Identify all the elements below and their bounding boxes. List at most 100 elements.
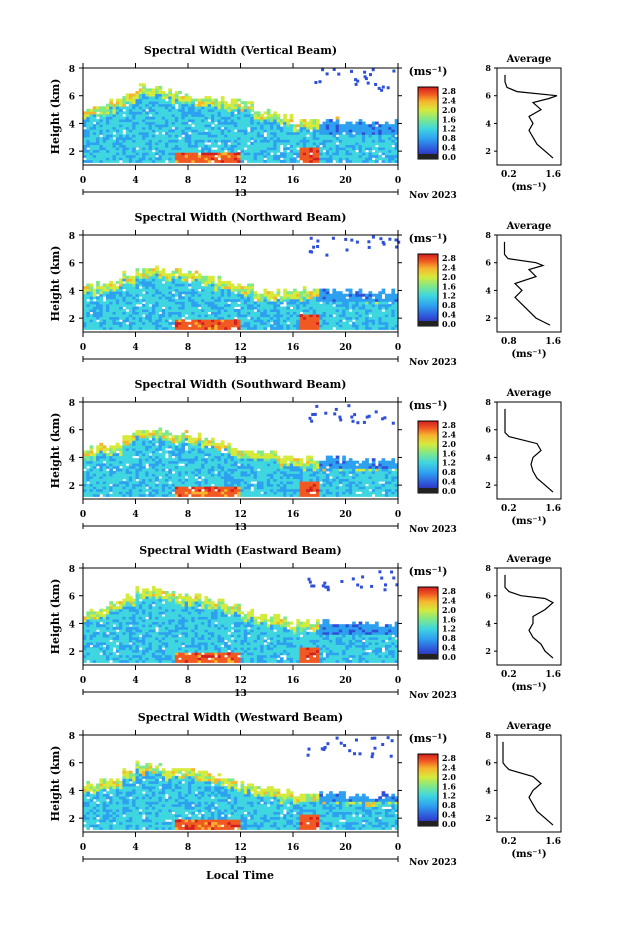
heatmap-cell xyxy=(243,455,248,459)
heatmap-cell xyxy=(243,463,248,467)
heatmap-cell xyxy=(204,144,209,148)
heatmap-cell xyxy=(289,324,294,328)
heatmap-cell xyxy=(289,311,294,315)
heatmap-cell xyxy=(165,440,169,444)
heatmap-cell xyxy=(181,131,186,135)
heatmap-cell xyxy=(171,144,176,148)
heatmap-cell xyxy=(115,445,120,449)
heatmap-cell xyxy=(279,321,284,325)
heatmap-cell xyxy=(171,93,176,97)
heatmap-cell xyxy=(106,481,110,485)
heatmap-cell xyxy=(174,476,179,479)
heatmap-cell xyxy=(161,119,166,123)
heatmap-cell xyxy=(122,159,127,163)
heatmap-cell xyxy=(92,488,97,492)
heatmap-cell xyxy=(165,101,169,105)
heatmap-cell xyxy=(92,309,97,312)
heatmap-cell xyxy=(299,119,304,123)
heatmap-cell xyxy=(329,149,333,153)
heatmap-cell xyxy=(227,129,232,133)
heatmap-cell xyxy=(342,311,346,315)
heatmap-cell xyxy=(191,131,195,135)
heatmap-cell xyxy=(171,303,176,307)
heatmap-cell xyxy=(89,121,94,125)
heatmap-cell xyxy=(89,324,94,328)
heatmap-cell xyxy=(148,131,153,135)
heatmap-cell xyxy=(135,321,140,325)
heatmap-cell xyxy=(158,113,163,117)
heatmap-cell xyxy=(168,468,172,472)
heatmap-cell xyxy=(325,139,330,143)
heatmap-cell xyxy=(178,268,182,272)
heatmap-cell xyxy=(191,108,195,112)
heatmap-cell xyxy=(253,321,258,325)
heatmap-cell xyxy=(151,93,156,97)
heatmap-cell xyxy=(138,91,143,94)
heatmap-cell xyxy=(135,98,140,102)
heatmap-cell xyxy=(329,298,333,302)
heatmap-cell xyxy=(237,321,241,325)
heatmap-cell xyxy=(296,144,300,148)
heatmap-cell xyxy=(312,147,317,151)
heatmap-cell xyxy=(348,121,353,125)
heatmap-cell xyxy=(148,458,153,462)
heatmap-cell xyxy=(348,149,353,153)
heatmap-cell xyxy=(325,149,330,153)
heatmap-cell xyxy=(197,453,202,457)
heatmap-cell xyxy=(227,288,232,292)
heatmap-cell xyxy=(96,309,100,312)
heatmap-cell xyxy=(142,324,146,328)
heatmap-cell xyxy=(155,465,159,469)
panel-title: Spectral Width (Southward Beam) xyxy=(134,378,346,391)
heatmap-cell xyxy=(122,106,127,110)
heatmap-cell xyxy=(273,159,277,163)
heatmap-cell xyxy=(355,124,359,128)
heatmap-cell xyxy=(358,306,363,310)
heatmap-cell xyxy=(211,283,215,287)
heatmap-cell xyxy=(102,481,107,485)
heatmap-cell xyxy=(181,326,186,330)
heatmap-cell xyxy=(148,435,153,439)
heatmap-cell xyxy=(191,476,195,479)
heatmap-cell xyxy=(384,144,389,148)
heatmap-cell xyxy=(256,113,261,117)
heatmap-cell xyxy=(165,291,169,295)
heatmap-cell xyxy=(138,288,143,292)
heatmap-cell xyxy=(112,119,117,123)
heatmap-cell xyxy=(197,301,202,305)
heatmap-cell xyxy=(165,142,169,145)
heatmap-cell xyxy=(112,142,117,145)
heatmap-cell xyxy=(335,144,340,148)
heatmap-cell xyxy=(250,465,254,469)
heatmap-cell xyxy=(214,293,218,297)
heatmap-cell xyxy=(174,493,179,497)
heatmap-cell xyxy=(368,311,373,315)
heatmap-cell xyxy=(151,455,156,459)
heatmap-cell xyxy=(168,445,172,449)
heatmap-cell xyxy=(155,106,159,110)
heatmap-cell xyxy=(283,119,287,123)
heatmap-cell xyxy=(299,303,304,307)
heatmap-cell xyxy=(174,149,179,153)
heatmap-cell xyxy=(161,116,166,120)
heatmap-cell xyxy=(217,288,222,292)
heatmap-cell xyxy=(322,157,327,161)
heatmap-cell xyxy=(384,159,389,163)
heatmap-cell xyxy=(142,319,146,323)
heatmap-cell xyxy=(279,306,284,310)
heatmap-cell xyxy=(135,119,140,123)
heatmap-cell xyxy=(266,455,271,459)
heatmap-cell xyxy=(174,111,179,115)
heatmap-cell xyxy=(273,116,277,120)
heatmap-cell xyxy=(325,321,330,325)
heatmap-cell xyxy=(224,488,228,492)
heatmap-cell xyxy=(227,293,232,297)
heatmap-cell xyxy=(155,303,159,307)
heatmap-cell xyxy=(181,280,186,284)
heatmap-cell xyxy=(214,298,218,302)
heatmap-cell xyxy=(302,149,307,153)
heatmap-cell xyxy=(384,298,389,302)
heatmap-cell xyxy=(197,486,202,490)
heatmap-cell xyxy=(260,142,264,145)
heatmap-cell xyxy=(240,154,245,158)
